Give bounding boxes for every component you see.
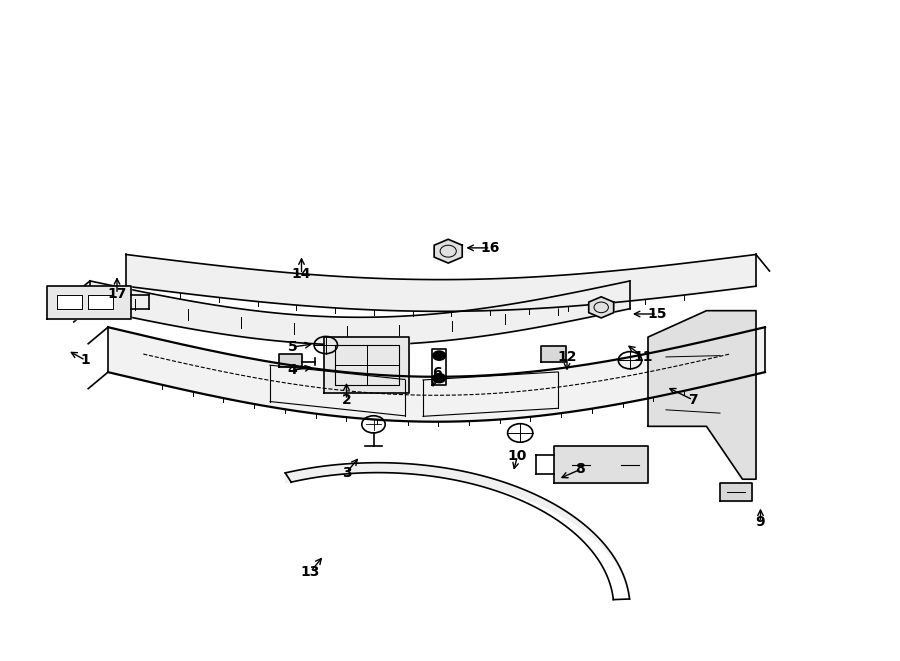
Text: 17: 17 (107, 287, 127, 301)
Bar (88, 295, 113, 309)
Text: 7: 7 (688, 393, 698, 407)
Text: 3: 3 (342, 465, 351, 480)
Text: 4: 4 (288, 363, 297, 377)
Text: 8: 8 (576, 462, 585, 477)
Text: 14: 14 (292, 267, 311, 282)
Text: 1: 1 (81, 353, 90, 368)
Text: 13: 13 (301, 564, 320, 579)
Polygon shape (720, 483, 752, 501)
Text: 12: 12 (557, 350, 577, 364)
Text: 9: 9 (756, 515, 765, 529)
Polygon shape (541, 346, 566, 362)
Polygon shape (589, 297, 614, 318)
Polygon shape (279, 354, 302, 367)
Text: 5: 5 (288, 340, 297, 354)
Circle shape (433, 351, 446, 360)
Text: 16: 16 (481, 241, 500, 255)
Polygon shape (554, 446, 648, 483)
Text: 10: 10 (508, 449, 527, 463)
Text: 6: 6 (432, 366, 441, 381)
Polygon shape (47, 286, 130, 319)
Polygon shape (434, 239, 463, 263)
Text: 11: 11 (634, 350, 653, 364)
Bar (57, 295, 82, 309)
Polygon shape (648, 311, 756, 479)
Polygon shape (324, 337, 410, 393)
Text: 2: 2 (342, 393, 351, 407)
Text: 15: 15 (647, 307, 667, 321)
Circle shape (433, 373, 446, 383)
